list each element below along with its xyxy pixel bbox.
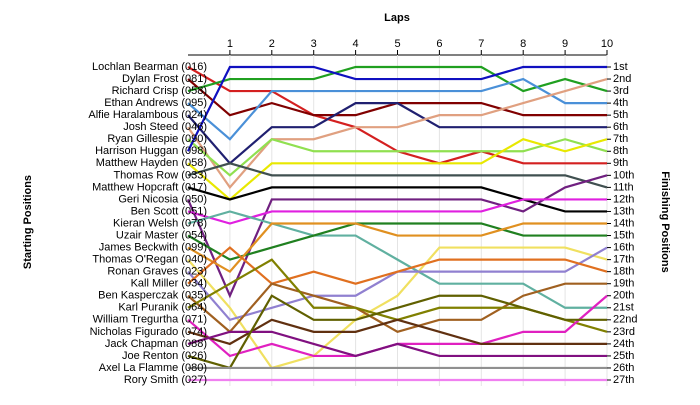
y2-tick-label: 21st bbox=[613, 302, 634, 314]
driver-line bbox=[187, 198, 607, 225]
y-tick-label: Ben Scott (051) bbox=[131, 205, 207, 217]
y2-tick-label: 10th bbox=[613, 169, 634, 181]
x-tick-label: 2 bbox=[269, 38, 275, 50]
y2-tick-label: 16th bbox=[613, 241, 634, 253]
y-tick-label: Lochlan Bearman (016) bbox=[92, 61, 207, 73]
x-tick-label: 9 bbox=[562, 38, 568, 50]
y2-tick-label: 25th bbox=[613, 350, 634, 362]
y2-tick-label: 6th bbox=[613, 121, 628, 133]
y-tick-label: Uzair Master (054) bbox=[116, 229, 207, 241]
driver-line bbox=[187, 162, 608, 189]
y-tick-label: Harrison Huggan (098) bbox=[95, 145, 207, 157]
driver-line bbox=[187, 246, 608, 285]
y2-tick-label: 12th bbox=[613, 193, 634, 205]
y2-tick-label: 22nd bbox=[613, 314, 637, 326]
y-tick-label: Thomas O'Regan (040) bbox=[92, 254, 207, 266]
x-tick-label: 10 bbox=[601, 38, 613, 50]
y2-tick-label: 8th bbox=[613, 145, 628, 157]
y-tick-label: Josh Steed (046) bbox=[123, 121, 207, 133]
driver-line bbox=[186, 174, 608, 299]
y2-tick-label: 5th bbox=[613, 109, 628, 121]
x-tick-label: 1 bbox=[227, 38, 233, 50]
y-tick-label: Thomas Row (033) bbox=[113, 169, 207, 181]
driver-line bbox=[187, 222, 607, 261]
y-tick-label: Karl Puranik (064) bbox=[118, 302, 207, 314]
y2-tick-label: 26th bbox=[613, 362, 634, 374]
x-tick-label: 3 bbox=[311, 38, 317, 50]
y-tick-label: Dylan Frost (081) bbox=[122, 73, 207, 85]
y2-tick-label: 7th bbox=[613, 133, 628, 145]
y2-tick-label: 27th bbox=[613, 374, 634, 386]
driver-line bbox=[187, 318, 607, 346]
y2-tick-label: 17th bbox=[613, 254, 634, 266]
y-tick-label: William Tregurtha (071) bbox=[93, 314, 207, 326]
y-axis-label: Starting Positions bbox=[22, 175, 34, 269]
y2-tick-label: 4th bbox=[613, 97, 628, 109]
y-tick-label: Nicholas Figurado (074) bbox=[90, 326, 207, 338]
driver-line bbox=[187, 294, 607, 370]
driver-line bbox=[187, 222, 607, 274]
y2-tick-label: 1st bbox=[613, 61, 628, 73]
y2-tick-label: 20th bbox=[613, 290, 634, 302]
y-tick-label: James Beckwith (099) bbox=[99, 241, 207, 253]
x-tick-label: 4 bbox=[353, 38, 359, 50]
y-tick-label: Geri Nicosia (050) bbox=[118, 193, 207, 205]
y-tick-label: Matthew Hayden (058) bbox=[96, 157, 207, 169]
y2-tick-label: 18th bbox=[613, 266, 634, 278]
y-tick-label: Kall Miller (034) bbox=[131, 278, 207, 290]
chart-title: Laps bbox=[384, 12, 410, 24]
y-tick-label: Matthew Hopcraft (017) bbox=[92, 181, 207, 193]
y2-tick-label: 19th bbox=[613, 278, 634, 290]
driver-line bbox=[187, 77, 607, 141]
x-tick-label: 6 bbox=[436, 38, 442, 50]
y-tick-label: Kieran Welsh (078) bbox=[113, 217, 207, 229]
y2-tick-label: 13th bbox=[613, 205, 634, 217]
driver-line bbox=[187, 330, 607, 358]
y2-tick-label: 15th bbox=[613, 229, 634, 241]
y-tick-label: Richard Crisp (058) bbox=[112, 85, 207, 97]
driver-line bbox=[187, 102, 607, 165]
driver-line bbox=[187, 138, 608, 201]
y-tick-label: Rory Smith (027) bbox=[124, 374, 207, 386]
y-tick-label: Axel La Flamme (080) bbox=[99, 362, 207, 374]
x-tick-label: 7 bbox=[478, 38, 484, 50]
y2-axis-label: Finishing Positions bbox=[659, 171, 671, 272]
x-tick-label: 8 bbox=[520, 38, 526, 50]
driver-line bbox=[187, 77, 608, 190]
y2-tick-label: 9th bbox=[613, 157, 628, 169]
y2-tick-label: 3rd bbox=[613, 85, 629, 97]
driver-line bbox=[187, 138, 608, 177]
x-tick-label: 5 bbox=[394, 38, 400, 50]
driver-line bbox=[187, 282, 607, 334]
y-tick-label: Ryan Gillespie (090) bbox=[107, 133, 207, 145]
y-tick-label: Alfie Haralambous (024) bbox=[88, 109, 207, 121]
y2-tick-label: 24th bbox=[613, 338, 634, 350]
y-tick-label: Jack Chapman (088) bbox=[105, 338, 207, 350]
y-tick-label: Ethan Andrews (095) bbox=[104, 97, 207, 109]
y2-tick-label: 2nd bbox=[613, 73, 631, 85]
y-tick-label: Ben Kasperczak (035) bbox=[98, 290, 207, 302]
y-tick-label: Joe Renton (026) bbox=[122, 350, 207, 362]
y-tick-label: Ronan Graves (023) bbox=[107, 266, 207, 278]
y2-tick-label: 11th bbox=[613, 181, 634, 193]
y2-tick-label: 23rd bbox=[613, 326, 635, 338]
y2-tick-label: 14th bbox=[613, 217, 634, 229]
driver-line bbox=[187, 65, 607, 152]
